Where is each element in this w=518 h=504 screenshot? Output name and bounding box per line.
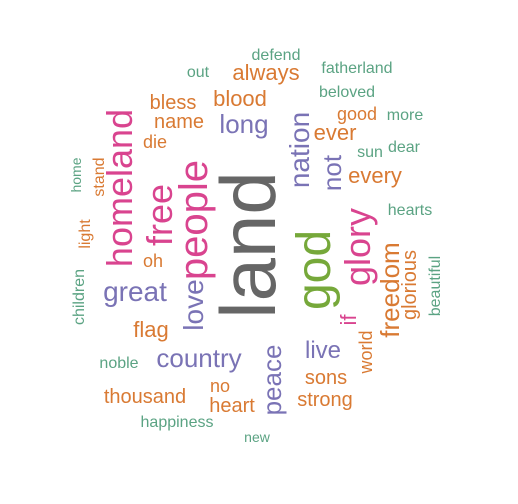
word-nation: nation [284, 111, 315, 189]
word-bless: bless [149, 92, 197, 114]
word-every: every [348, 163, 402, 188]
word-light: light [77, 219, 94, 249]
word-home: home [68, 157, 84, 193]
word-peace: peace [257, 344, 287, 416]
word-not: not [317, 154, 347, 192]
word-glorious: glorious [399, 249, 421, 321]
word-love: love [178, 279, 209, 331]
word-live: live [304, 337, 342, 364]
word-new: new [244, 429, 270, 445]
word-flag: flag [133, 317, 169, 342]
word-sons: sons [304, 367, 348, 389]
word-people: people [172, 159, 216, 281]
word-blood: blood [213, 86, 267, 111]
word-land: land [204, 171, 292, 319]
word-country: country [156, 343, 242, 373]
word-if: if [336, 314, 361, 326]
word-hearts: hearts [387, 202, 433, 219]
word-beloved: beloved [318, 84, 376, 101]
word-dear: dear [387, 139, 421, 156]
word-stand: stand [91, 157, 108, 197]
word-die: die [142, 132, 168, 152]
word-noble: noble [99, 355, 139, 372]
word-defend: defend [251, 47, 301, 64]
word-more: more [386, 107, 424, 124]
word-always: always [232, 60, 300, 85]
word-ever: ever [313, 120, 357, 145]
word-children: children [71, 268, 88, 326]
word-thousand: thousand [103, 386, 187, 408]
word-long: long [219, 109, 269, 139]
word-out: out [186, 64, 210, 81]
word-fatherland: fatherland [321, 60, 393, 77]
word-oh: oh [142, 251, 164, 271]
word-god: god [288, 229, 341, 311]
word-strong: strong [297, 389, 353, 411]
word-no: no [209, 376, 231, 396]
word-great: great [103, 276, 167, 307]
word-happiness: happiness [140, 414, 214, 431]
word-good: good [336, 104, 378, 124]
word-heart: heart [209, 395, 255, 417]
word-glory: glory [337, 207, 378, 287]
word-beautiful: beautiful [427, 255, 444, 317]
word-sun: sun [357, 144, 383, 161]
word-world: world [356, 330, 376, 374]
word-name: name [153, 111, 205, 133]
word-free: free [139, 183, 180, 247]
